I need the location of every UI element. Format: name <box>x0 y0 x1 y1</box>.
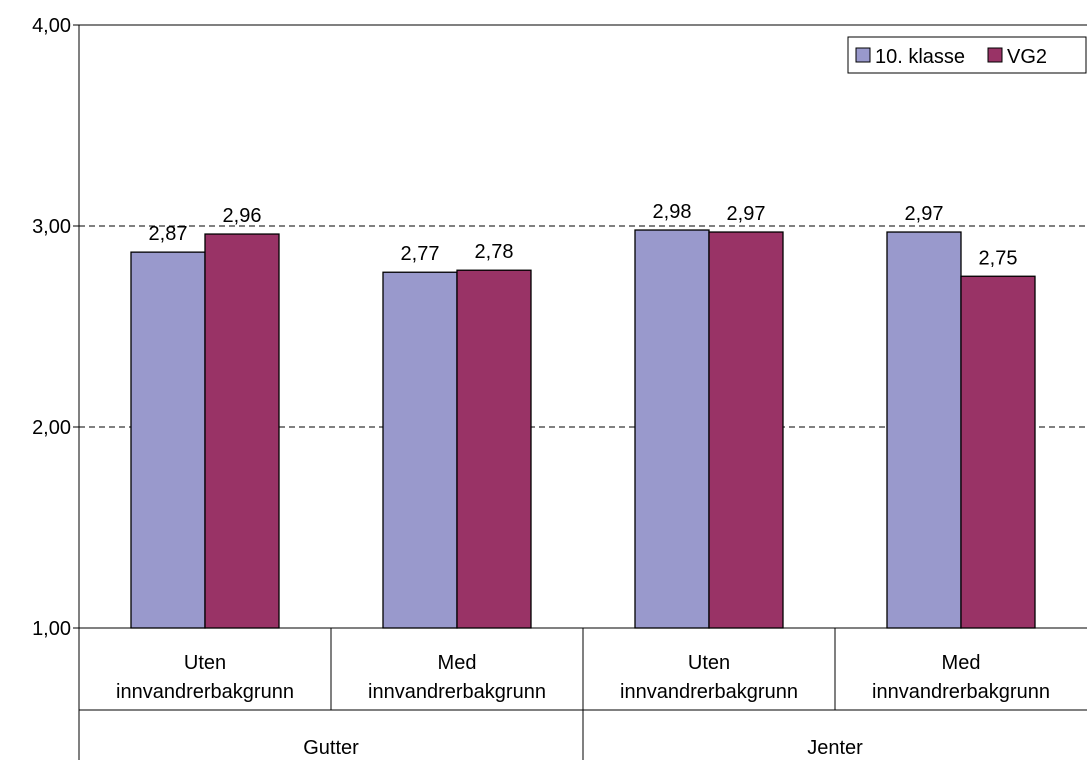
x-group-label: Gutter <box>303 737 359 759</box>
data-label: 2,75 <box>979 247 1018 269</box>
x-category-label: Med innvandrerbakgrunn <box>368 652 546 703</box>
y-tick-label: 1,00 <box>32 618 71 640</box>
bar <box>204 233 280 629</box>
legend: 10. klasse VG2 <box>847 36 1087 74</box>
legend-label: 10. klasse <box>875 46 965 68</box>
bar <box>886 231 962 629</box>
data-label: 2,97 <box>727 203 766 225</box>
data-label: 2,78 <box>475 241 514 263</box>
legend-swatch <box>855 47 871 63</box>
bar <box>634 229 710 629</box>
data-label: 2,97 <box>905 203 944 225</box>
legend-swatch <box>987 47 1003 63</box>
x-category-label: Uten innvandrerbakgrunn <box>116 652 294 703</box>
legend-label: VG2 <box>1007 46 1047 68</box>
data-labels: 2,87 2,96 2,77 2,78 2,98 2,97 2,97 2,75 <box>149 201 1018 269</box>
data-label: 2,77 <box>401 243 440 265</box>
bar <box>960 275 1036 629</box>
bar <box>456 269 532 629</box>
x-group-label: Jenter <box>807 737 863 759</box>
y-tick-label: 3,00 <box>32 216 71 238</box>
axes: 1,00 2,00 3,00 4,00 Uten innvandrerbakgrunn Me… <box>32 15 1087 760</box>
data-label: 2,96 <box>223 205 262 227</box>
legend-box <box>847 36 1087 74</box>
data-label: 2,87 <box>149 223 188 245</box>
y-tick-label: 4,00 <box>32 15 71 37</box>
bar <box>382 271 458 629</box>
x-category-label: Uten innvandrerbakgrunn <box>620 652 798 703</box>
bar <box>708 231 784 629</box>
bar <box>130 251 206 629</box>
bars <box>130 229 1036 629</box>
x-category-label: Med innvandrerbakgrunn <box>872 652 1050 703</box>
y-tick-label: 2,00 <box>32 417 71 439</box>
data-label: 2,98 <box>653 201 692 223</box>
